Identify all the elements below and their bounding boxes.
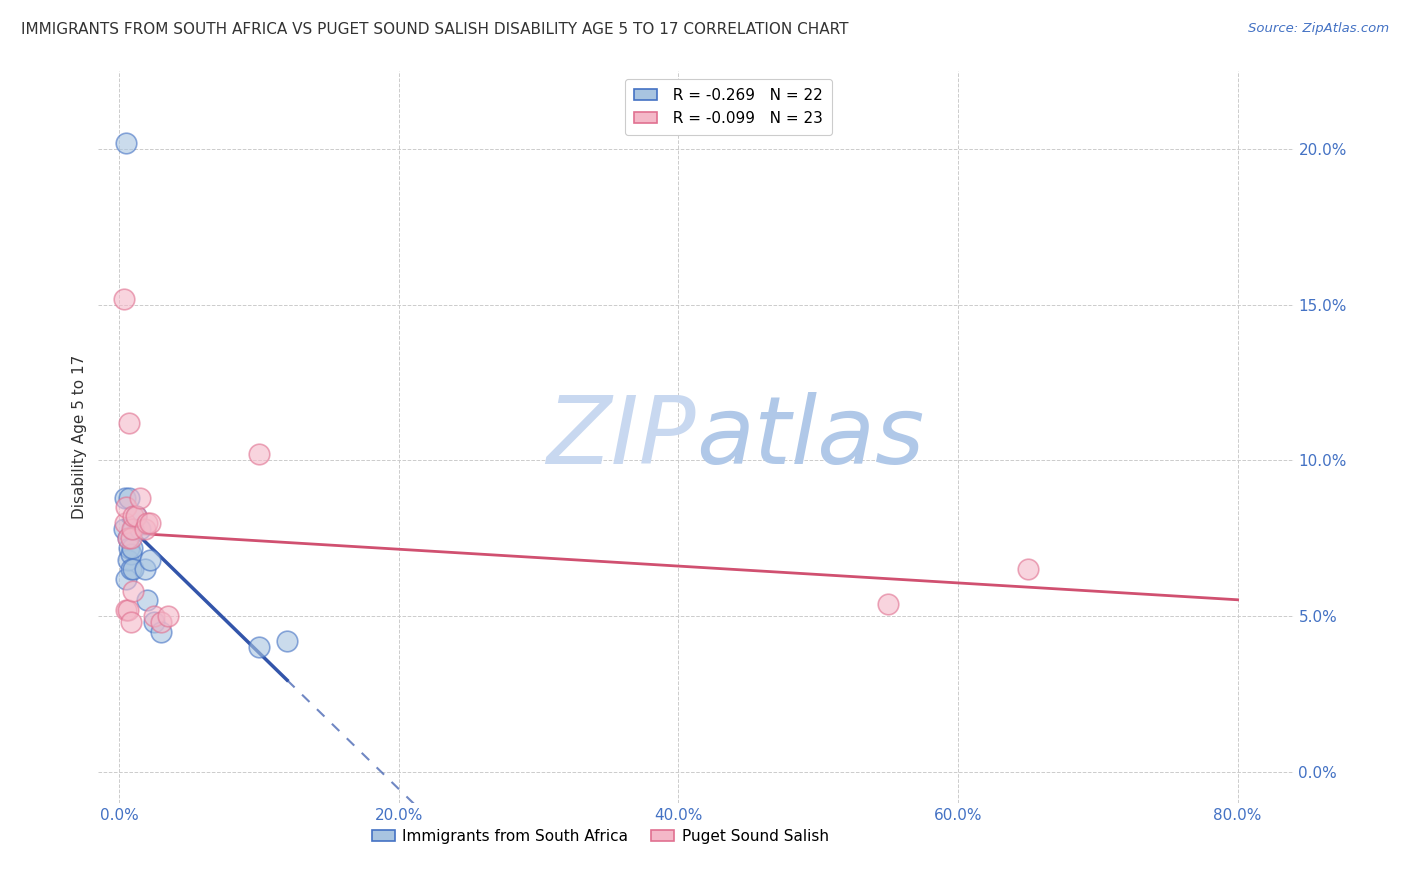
- Text: IMMIGRANTS FROM SOUTH AFRICA VS PUGET SOUND SALISH DISABILITY AGE 5 TO 17 CORREL: IMMIGRANTS FROM SOUTH AFRICA VS PUGET SO…: [21, 22, 849, 37]
- Point: [121, 522, 143, 536]
- Point: [120, 615, 142, 630]
- Point: [122, 562, 145, 576]
- Point: [114, 516, 136, 530]
- Legend: Immigrants from South Africa, Puget Sound Salish: Immigrants from South Africa, Puget Soun…: [366, 822, 835, 850]
- Point: [157, 609, 180, 624]
- Point: [115, 136, 138, 150]
- Point: [114, 491, 136, 505]
- Point: [122, 584, 145, 599]
- Point: [134, 562, 156, 576]
- Point: [118, 541, 141, 555]
- Point: [112, 292, 135, 306]
- Point: [136, 593, 159, 607]
- Point: [117, 603, 139, 617]
- Point: [122, 522, 145, 536]
- Point: [120, 547, 142, 561]
- Point: [117, 531, 139, 545]
- Point: [139, 516, 162, 530]
- Point: [112, 522, 135, 536]
- Point: [877, 597, 900, 611]
- Point: [120, 531, 142, 545]
- Point: [120, 562, 142, 576]
- Point: [143, 615, 166, 630]
- Point: [129, 491, 152, 505]
- Point: [115, 500, 138, 515]
- Point: [150, 615, 173, 630]
- Point: [121, 541, 143, 555]
- Point: [117, 553, 139, 567]
- Point: [118, 416, 141, 430]
- Point: [136, 516, 159, 530]
- Point: [118, 491, 141, 505]
- Point: [129, 522, 152, 536]
- Point: [247, 640, 270, 655]
- Point: [125, 509, 148, 524]
- Point: [115, 572, 138, 586]
- Point: [247, 447, 270, 461]
- Point: [117, 531, 139, 545]
- Point: [150, 624, 173, 639]
- Point: [1017, 562, 1039, 576]
- Point: [125, 509, 148, 524]
- Point: [143, 609, 166, 624]
- Point: [122, 509, 145, 524]
- Text: Source: ZipAtlas.com: Source: ZipAtlas.com: [1249, 22, 1389, 36]
- Y-axis label: Disability Age 5 to 17: Disability Age 5 to 17: [72, 355, 87, 519]
- Text: ZIP: ZIP: [547, 392, 696, 483]
- Point: [115, 603, 138, 617]
- Point: [276, 634, 298, 648]
- Point: [134, 522, 156, 536]
- Point: [139, 553, 162, 567]
- Text: atlas: atlas: [696, 392, 924, 483]
